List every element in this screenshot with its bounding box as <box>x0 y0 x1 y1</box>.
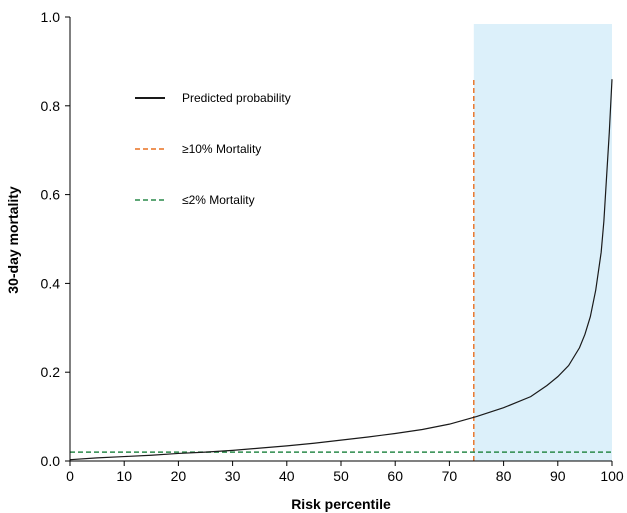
y-axis-title: 30-day mortality <box>5 186 21 294</box>
legend-label: ≤2% Mortality <box>182 193 255 207</box>
legend: Predicted probability ≥10% Mortality ≤2% M… <box>135 91 291 207</box>
x-tick-label: 50 <box>333 468 349 484</box>
x-axis-title: Risk percentile <box>291 496 391 512</box>
x-tick-label: 70 <box>442 468 458 484</box>
x-tick-label: 30 <box>225 468 241 484</box>
legend-label: Predicted probability <box>182 91 291 105</box>
x-tick-label: 100 <box>600 468 624 484</box>
x-tick-label: 10 <box>116 468 132 484</box>
x-tick-label: 90 <box>550 468 566 484</box>
y-tick-label: 0.8 <box>41 98 61 114</box>
x-tick-label: 20 <box>171 468 187 484</box>
legend-label: ≥10% Mortality <box>182 142 261 156</box>
y-tick-label: 0.6 <box>41 187 61 203</box>
y-tick-label: 0.0 <box>41 453 61 469</box>
y-tick-label: 0.2 <box>41 364 61 380</box>
x-tick-label: 80 <box>496 468 512 484</box>
x-ticks: 0 10 20 30 40 50 60 70 80 90 100 <box>66 461 624 484</box>
x-tick-label: 0 <box>66 468 74 484</box>
series-line-predicted-probability <box>69 79 613 461</box>
shaded-region-layer <box>473 24 612 461</box>
x-tick-label: 40 <box>279 468 295 484</box>
shaded-region <box>473 24 612 461</box>
y-tick-label: 1.0 <box>41 9 61 25</box>
y-tick-label: 0.4 <box>41 275 61 291</box>
series-layer <box>69 79 613 461</box>
reference-lines-layer <box>70 79 612 461</box>
y-ticks: 0.0 0.2 0.4 0.6 0.8 1.0 <box>41 9 70 469</box>
x-tick-label: 60 <box>387 468 403 484</box>
